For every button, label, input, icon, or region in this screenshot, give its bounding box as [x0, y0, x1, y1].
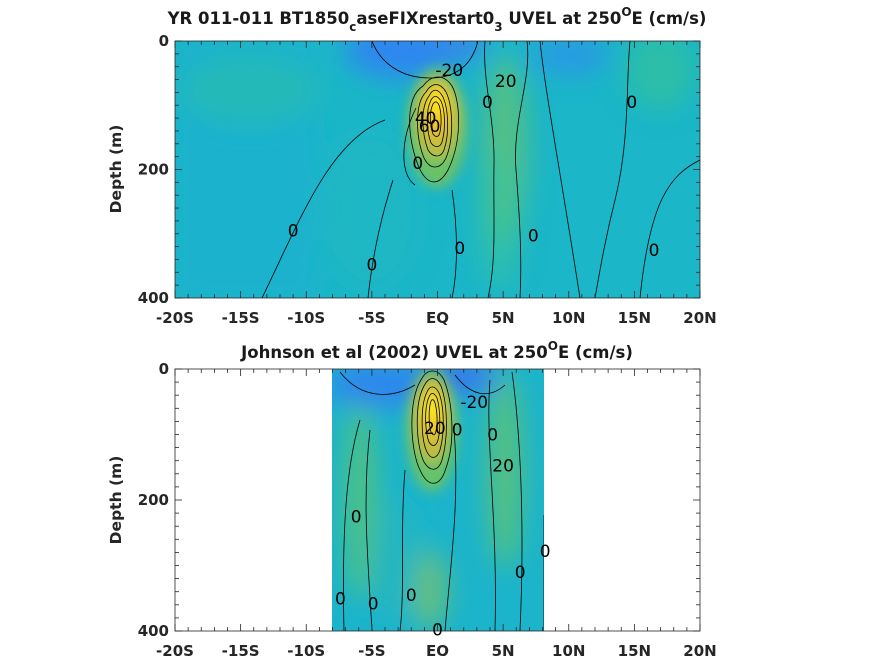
top-contour-label: 0	[366, 256, 377, 276]
top-xtick-label: -15S	[222, 309, 260, 327]
top-contour-label: 0	[482, 93, 493, 113]
top-contour-label: 0	[626, 93, 637, 113]
bottom-contour-label: 0	[368, 594, 379, 614]
bottom-xtick-label: 5N	[492, 642, 515, 656]
bottom-ytick-label: 0	[159, 360, 169, 378]
top-contour-label: 40	[415, 109, 437, 129]
top-xtick-label: 20N	[683, 309, 716, 327]
bottom-ytick-label: 200	[138, 491, 169, 509]
top-contour-label: -20	[435, 61, 463, 81]
top-contour-label: 0	[454, 239, 465, 259]
bottom-contour-label: 0	[406, 586, 417, 606]
top-contour-label: 0	[288, 222, 299, 242]
bottom-title: Johnson et al (2002) UVEL at 250OE (cm/s…	[240, 339, 633, 362]
bottom-panel: Johnson et al (2002) UVEL at 250OE (cm/s…	[107, 339, 717, 656]
top-xtick-label: -20S	[156, 309, 194, 327]
top-xtick-label: -10S	[287, 309, 325, 327]
bottom-heatmap-field	[332, 369, 544, 631]
top-panel: YR 011-011 BT1850caseFIXrestart03 UVEL a…	[107, 5, 717, 327]
top-contour-label: 20	[495, 72, 517, 92]
bottom-contour-label: 0	[351, 507, 362, 527]
bottom-contour-label: 0	[540, 542, 551, 562]
top-xtick-label: 10N	[552, 309, 585, 327]
top-xtick-label: EQ	[426, 309, 449, 327]
bottom-ytick-label: 400	[138, 622, 169, 640]
top-xtick-label: 5N	[492, 309, 515, 327]
top-ytick-label: 0	[159, 32, 169, 50]
top-xtick-label: 15N	[618, 309, 651, 327]
bottom-xtick-label: EQ	[426, 642, 449, 656]
bottom-contour-label: 0	[487, 426, 498, 446]
top-contour-label: 0	[528, 227, 539, 247]
top-contour-label: 0	[649, 241, 660, 261]
bottom-contours	[339, 370, 544, 631]
bottom-contour-label: 0	[335, 589, 346, 609]
bottom-xtick-label: -15S	[222, 642, 260, 656]
top-contour-label: 60	[419, 117, 441, 137]
bottom-xtick-label: -10S	[287, 642, 325, 656]
bottom-xtick-label: 20N	[683, 642, 716, 656]
bottom-contour-label: 20	[492, 456, 514, 476]
top-xtick-label: -5S	[358, 309, 385, 327]
bottom-xtick-label: 15N	[618, 642, 651, 656]
bottom-ylabel: Depth (m)	[107, 456, 125, 545]
top-contours	[261, 41, 700, 298]
bottom-contour-label: -20	[460, 393, 488, 413]
top-ytick-label: 200	[138, 161, 169, 179]
bottom-contour-label: 0	[452, 420, 463, 440]
top-ytick-label: 400	[138, 289, 169, 307]
bottom-xtick-label: 10N	[552, 642, 585, 656]
top-title: YR 011-011 BT1850caseFIXrestart03 UVEL a…	[167, 5, 707, 34]
top-heatmap-field	[175, 41, 700, 298]
top-contour-label: 0	[412, 154, 423, 174]
bottom-xtick-label: -20S	[156, 642, 194, 656]
bottom-contour-label: 20	[424, 419, 446, 439]
bottom-xtick-label: -5S	[358, 642, 385, 656]
top-ylabel: Depth (m)	[107, 125, 125, 214]
bottom-contour-label: 0	[515, 563, 526, 583]
